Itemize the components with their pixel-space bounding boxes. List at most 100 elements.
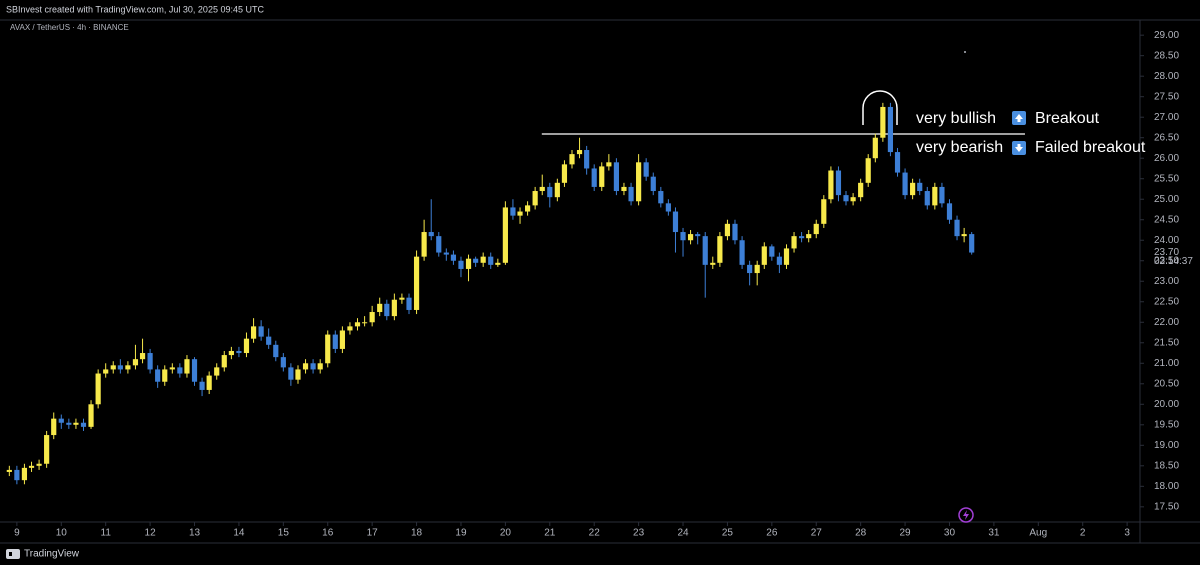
candle-body	[488, 256, 494, 265]
candle-body	[576, 150, 583, 155]
candle-body	[650, 176, 656, 192]
candle-body	[865, 158, 871, 183]
candle-body	[73, 422, 79, 425]
candle-body	[828, 170, 834, 200]
candle-body	[710, 262, 716, 265]
x-tick-label: Aug	[1029, 528, 1047, 539]
candle-body	[391, 299, 397, 317]
candle-body	[591, 168, 597, 187]
candle-body	[465, 258, 472, 269]
candle-body	[473, 258, 479, 263]
candle-body	[347, 326, 353, 331]
candle-body	[103, 369, 109, 374]
x-tick-label: 29	[900, 528, 912, 539]
y-tick-label: 24.50	[1154, 214, 1179, 225]
candle-body	[58, 418, 64, 423]
x-tick-label: 13	[189, 528, 201, 539]
candle-body	[206, 375, 212, 390]
candle-body	[724, 223, 731, 237]
candle-body	[139, 353, 146, 360]
candle-body	[480, 256, 486, 263]
y-tick-label: 22.00	[1154, 317, 1179, 328]
x-tick-label: 27	[811, 528, 823, 539]
candle-body	[310, 363, 316, 370]
candle-body	[910, 182, 916, 196]
candle-body	[66, 422, 72, 425]
candle-body	[117, 365, 123, 370]
y-tick-label: 25.50	[1154, 173, 1179, 184]
candle-body	[946, 203, 953, 220]
candle-body	[628, 186, 634, 202]
candle-body	[110, 365, 116, 370]
candle-body	[569, 154, 575, 165]
countdown: 02:14:37	[1154, 256, 1193, 267]
candle-body	[199, 381, 205, 390]
candle-body	[169, 367, 175, 370]
candle-body	[732, 223, 738, 241]
x-tick-label: 2	[1080, 528, 1086, 539]
candle-body	[776, 256, 782, 265]
candle-body	[887, 106, 894, 153]
candle-body	[95, 373, 101, 405]
annotation-label: very bearish	[916, 139, 1003, 156]
candle-body	[280, 357, 286, 368]
candle-body	[821, 199, 827, 224]
candle-body	[739, 240, 745, 265]
y-tick-label: 28.00	[1154, 71, 1179, 82]
candle-body	[302, 363, 309, 370]
y-tick-label: 17.50	[1154, 501, 1179, 512]
candle-body	[250, 326, 257, 339]
candle-body	[28, 465, 35, 468]
candle-body	[547, 186, 553, 198]
candle-body	[14, 469, 20, 481]
candle-body	[599, 166, 605, 187]
footer: TradingView	[24, 549, 80, 560]
y-tick-label: 27.00	[1154, 112, 1179, 123]
candle-body	[502, 207, 508, 263]
candle-body	[421, 232, 427, 257]
candle-body	[769, 246, 775, 257]
candle-body	[273, 344, 279, 358]
candle-body	[191, 359, 198, 382]
x-tick-label: 14	[233, 528, 245, 539]
candle-body	[406, 297, 412, 310]
candle-body	[894, 152, 901, 173]
candle-body	[384, 303, 390, 317]
candle-body	[36, 463, 42, 466]
candle-body	[561, 164, 568, 183]
candle-body	[377, 303, 383, 313]
candle-body	[243, 338, 250, 354]
candle-body	[51, 418, 57, 436]
candle-body	[606, 162, 612, 167]
price-tag: 23.70	[1154, 247, 1179, 258]
candle-body	[339, 330, 345, 349]
x-tick-label: 9	[14, 528, 20, 539]
candle-body	[924, 191, 930, 206]
candle-body	[288, 367, 294, 380]
x-tick-label: 19	[455, 528, 467, 539]
candle-body	[362, 322, 368, 324]
candle-body	[858, 182, 864, 198]
candle-body	[80, 422, 87, 427]
candle-body	[554, 182, 560, 198]
candle-body	[687, 234, 694, 241]
candle-body	[44, 435, 50, 464]
x-tick-label: 18	[411, 528, 423, 539]
candle-body	[843, 195, 849, 202]
candle-body	[806, 234, 812, 239]
candle-body	[266, 336, 272, 345]
x-tick-label: 16	[322, 528, 334, 539]
annotation-tag: Failed breakout	[1035, 139, 1146, 156]
candle-body	[517, 211, 523, 216]
y-tick-label: 23.50	[1154, 255, 1179, 266]
x-tick-label: 17	[367, 528, 379, 539]
bearish-icon	[1012, 141, 1026, 155]
candle-body	[672, 211, 679, 233]
candle-body	[21, 467, 28, 481]
y-tick-label: 25.00	[1154, 194, 1179, 205]
x-tick-label: 11	[101, 528, 112, 539]
candle-body	[695, 234, 701, 237]
x-tick-label: 30	[944, 528, 956, 539]
